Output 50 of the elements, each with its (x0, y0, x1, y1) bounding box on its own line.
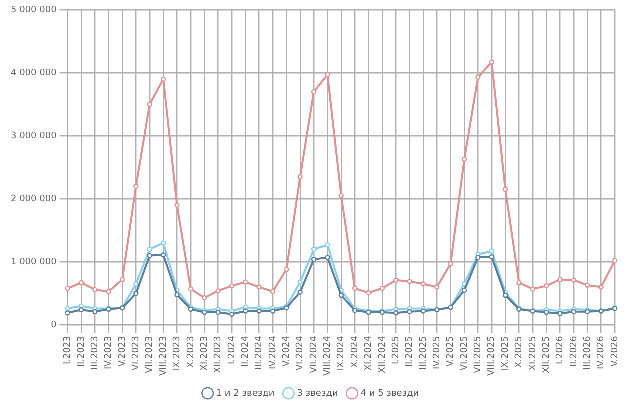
legend-label: 3 звезди (297, 388, 338, 399)
x-tick-label: II.2024 (240, 336, 251, 368)
x-tick-label: III.2025 (418, 336, 429, 370)
x-tick-label: III.2024 (254, 336, 265, 370)
x-tick-label: V.2023 (118, 336, 128, 367)
x-tick-label: IV.2023 (104, 336, 114, 370)
legend-label: 4 и 5 звезди (360, 388, 420, 399)
y-tick-label: 3 000 000 (10, 131, 58, 142)
x-tick-label: VI.2024 (296, 336, 306, 371)
x-tick-label: IV.2025 (432, 336, 443, 370)
x-tick-label: XI.2023 (200, 336, 210, 371)
legend-label: 1 и 2 звезди (216, 388, 275, 399)
x-tick-label: X.2023 (186, 336, 196, 368)
x-tick-label: XI.2024 (364, 336, 374, 371)
x-tick-label: VIII.2024 (323, 336, 334, 376)
x-tick-label: VII.2024 (309, 336, 320, 374)
y-tick-label: 0 (51, 320, 58, 330)
x-tick-label: VII.2023 (145, 336, 156, 374)
x-tick-label: I.2026 (556, 336, 566, 365)
x-tick-label: VI.2023 (132, 336, 142, 371)
x-tick-label: II.2025 (405, 336, 416, 368)
x-tick-label: VIII.2023 (158, 336, 169, 376)
x-tick-label: VIII.2025 (487, 336, 498, 376)
x-tick-label: XII.2023 (214, 336, 224, 374)
x-tick-label: XI.2025 (528, 336, 538, 371)
x-tick-label: VI.2025 (460, 336, 470, 371)
y-tick-label: 1 000 000 (10, 257, 58, 268)
x-tick-label: VII.2025 (474, 336, 484, 374)
x-tick-label: IX.2025 (500, 336, 511, 371)
x-tick-label: XII.2025 (542, 336, 552, 374)
x-tick-label: III.2023 (90, 336, 101, 370)
y-tick-label: 5 000 000 (10, 5, 58, 16)
x-tick-label: V.2024 (282, 336, 292, 367)
x-tick-label: I.2024 (227, 336, 238, 365)
x-tick-label: X.2024 (350, 336, 360, 368)
x-tick-label: XII.2024 (378, 336, 388, 374)
x-tick-label: IX.2023 (172, 336, 183, 371)
x-tick-label: II.2023 (76, 336, 87, 368)
x-tick-label: III.2026 (582, 336, 593, 370)
y-tick-label: 2 000 000 (10, 194, 58, 204)
x-tick-label: IV.2026 (596, 336, 607, 370)
x-tick-label: II.2026 (569, 336, 580, 368)
x-tick-label: IX.2024 (336, 336, 347, 371)
x-tick-label: IV.2024 (268, 336, 278, 370)
y-tick-label: 4 000 000 (10, 68, 58, 78)
x-tick-label: X.2025 (514, 336, 525, 368)
x-tick-label: I.2025 (391, 336, 402, 365)
x-tick-label: V.2025 (446, 336, 456, 367)
x-tick-label: V.2026 (610, 336, 620, 367)
x-tick-label: I.2023 (63, 336, 74, 365)
